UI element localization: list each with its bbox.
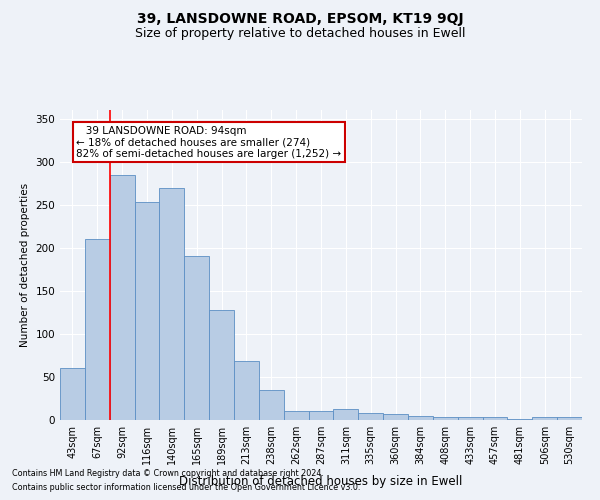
Text: Size of property relative to detached houses in Ewell: Size of property relative to detached ho… xyxy=(135,28,465,40)
Text: 39 LANSDOWNE ROAD: 94sqm
← 18% of detached houses are smaller (274)
82% of semi-: 39 LANSDOWNE ROAD: 94sqm ← 18% of detach… xyxy=(76,126,341,158)
Bar xyxy=(408,416,433,420)
Y-axis label: Number of detached properties: Number of detached properties xyxy=(20,183,30,347)
Text: Contains public sector information licensed under the Open Government Licence v3: Contains public sector information licen… xyxy=(12,484,361,492)
Bar xyxy=(433,418,458,420)
Text: 39, LANSDOWNE ROAD, EPSOM, KT19 9QJ: 39, LANSDOWNE ROAD, EPSOM, KT19 9QJ xyxy=(137,12,463,26)
Bar xyxy=(184,256,209,420)
Bar xyxy=(508,419,532,420)
Bar xyxy=(234,362,259,420)
Bar xyxy=(532,418,557,420)
Bar xyxy=(60,368,85,420)
Bar xyxy=(482,418,508,420)
Bar xyxy=(284,412,308,420)
Bar xyxy=(383,414,408,420)
Bar xyxy=(160,188,184,420)
Bar xyxy=(334,409,358,420)
Bar xyxy=(308,412,334,420)
Text: Contains HM Land Registry data © Crown copyright and database right 2024.: Contains HM Land Registry data © Crown c… xyxy=(12,468,324,477)
Bar xyxy=(458,418,482,420)
X-axis label: Distribution of detached houses by size in Ewell: Distribution of detached houses by size … xyxy=(179,476,463,488)
Bar xyxy=(85,239,110,420)
Bar xyxy=(134,202,160,420)
Bar xyxy=(259,390,284,420)
Bar xyxy=(110,174,134,420)
Bar xyxy=(358,413,383,420)
Bar xyxy=(557,418,582,420)
Bar xyxy=(209,310,234,420)
